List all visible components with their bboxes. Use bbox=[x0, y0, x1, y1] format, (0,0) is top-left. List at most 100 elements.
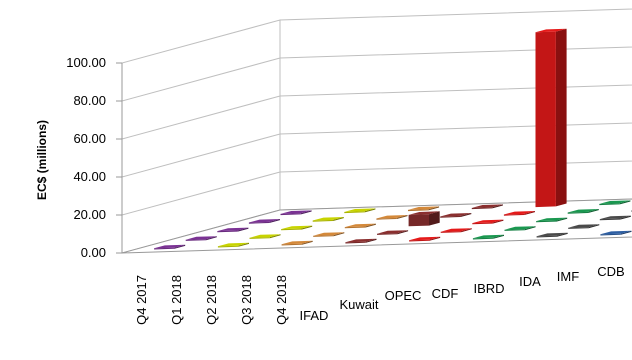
category-tick-label: IMF bbox=[557, 269, 579, 284]
bar-ida-5 bbox=[599, 200, 631, 206]
chart-gridlines bbox=[121, 46, 632, 216]
bar-front bbox=[154, 247, 175, 250]
bar-top bbox=[408, 206, 440, 210]
bar-side bbox=[206, 236, 217, 241]
bar-side bbox=[524, 211, 535, 215]
bar-ibrd-5 bbox=[535, 28, 567, 208]
bar-side bbox=[333, 217, 344, 221]
bar-front bbox=[344, 211, 365, 214]
period-axis-ticks: Q4 2017 Q1 2018 Q2 2018 Q3 2018 Q4 2018 bbox=[134, 275, 289, 325]
bar-front bbox=[344, 226, 366, 229]
bar-opec-3 bbox=[344, 223, 376, 229]
y-axis-label: EC$ (millions) bbox=[35, 120, 49, 200]
gridline bbox=[121, 122, 632, 178]
bar-top bbox=[472, 234, 504, 239]
bar-side bbox=[396, 215, 408, 219]
bar-ifad-5 bbox=[280, 210, 312, 216]
bar-side bbox=[174, 244, 186, 249]
category-tick-label: Kuwait bbox=[339, 297, 378, 312]
bar-opec-1 bbox=[281, 240, 313, 246]
bar-side bbox=[301, 225, 313, 230]
y-tick-label: 100.00 bbox=[66, 55, 106, 70]
bar-side bbox=[429, 236, 441, 241]
bar-side bbox=[269, 219, 280, 223]
bar-kuwait-2 bbox=[249, 234, 281, 239]
bar-front bbox=[472, 222, 493, 225]
bar-ibrd-3 bbox=[472, 219, 504, 225]
period-tick-label: Q4 2017 bbox=[134, 275, 149, 325]
bar-front bbox=[599, 218, 621, 221]
bar-top bbox=[599, 215, 631, 220]
period-tick-label: Q2 2018 bbox=[204, 275, 219, 325]
y-tick-label: 0.00 bbox=[81, 245, 106, 260]
bar-kuwait-5 bbox=[344, 208, 376, 214]
bar-side bbox=[238, 242, 249, 247]
bar-side bbox=[588, 224, 600, 229]
bar-top bbox=[376, 215, 408, 219]
bar-top bbox=[408, 211, 440, 215]
bar-front bbox=[471, 207, 493, 210]
bar-top bbox=[567, 209, 599, 213]
bar-side bbox=[555, 28, 567, 207]
bar-cdf-3 bbox=[408, 211, 440, 227]
bar-side bbox=[492, 204, 503, 209]
bar-side bbox=[461, 228, 472, 233]
category-tick-label: CDB bbox=[597, 264, 624, 279]
bar-front bbox=[504, 229, 525, 231]
bar-front bbox=[248, 221, 270, 224]
y-tick-label: 60.00 bbox=[73, 131, 106, 146]
bar-side bbox=[492, 219, 504, 224]
bar-side bbox=[364, 208, 376, 213]
bar-front bbox=[185, 239, 207, 241]
bar-top bbox=[281, 225, 313, 230]
bar-front bbox=[440, 215, 461, 218]
bar-side bbox=[524, 226, 536, 231]
bar-top bbox=[344, 223, 376, 228]
bar-front bbox=[600, 233, 621, 236]
bar-top bbox=[312, 217, 344, 221]
period-tick-label: Q3 2018 bbox=[239, 275, 254, 325]
bar-side bbox=[619, 200, 631, 205]
bar-opec-5 bbox=[408, 206, 440, 212]
gridline bbox=[121, 46, 632, 102]
gridline bbox=[121, 160, 632, 216]
category-tick-label: IFAD bbox=[300, 308, 329, 323]
bar-side bbox=[493, 234, 504, 239]
bar-front bbox=[376, 217, 397, 220]
bar-front bbox=[281, 243, 302, 246]
bar-ifad-3 bbox=[217, 227, 249, 233]
bar-front bbox=[312, 219, 334, 222]
bar-top bbox=[472, 219, 504, 224]
bar-top bbox=[217, 242, 249, 247]
bar-ibrd-4 bbox=[503, 211, 535, 216]
bar-top bbox=[440, 228, 472, 232]
bar-side bbox=[556, 217, 568, 222]
bar-side bbox=[333, 232, 345, 237]
bar-front bbox=[440, 231, 462, 233]
bar-kuwait-3 bbox=[281, 225, 313, 231]
bar-front bbox=[217, 245, 239, 248]
bar-ifad-2 bbox=[185, 236, 217, 241]
bar-top bbox=[344, 208, 376, 212]
chart-floor-plane bbox=[121, 198, 632, 254]
bar-ida-1 bbox=[472, 234, 504, 240]
bar-cdf-5 bbox=[471, 204, 503, 210]
bar-top bbox=[248, 219, 280, 223]
bar-side bbox=[397, 230, 409, 235]
bar-ibrd-1 bbox=[409, 236, 441, 242]
bar-side bbox=[620, 230, 632, 235]
y-tick-label: 20.00 bbox=[73, 207, 106, 222]
bar-cdf-4 bbox=[440, 213, 472, 218]
bar-front bbox=[313, 235, 334, 237]
bar-top bbox=[471, 204, 503, 208]
back-wall bbox=[279, 8, 632, 211]
bar-top bbox=[536, 232, 568, 237]
bar-top bbox=[217, 227, 249, 232]
bar-side bbox=[428, 206, 440, 211]
bar-cdb-1 bbox=[600, 230, 632, 236]
y-axis-ticks: 0.00 20.00 40.00 60.00 80.00 100.00 bbox=[66, 55, 123, 260]
bar-top bbox=[377, 230, 409, 234]
bar-side bbox=[460, 213, 472, 217]
bar-front bbox=[217, 230, 238, 233]
